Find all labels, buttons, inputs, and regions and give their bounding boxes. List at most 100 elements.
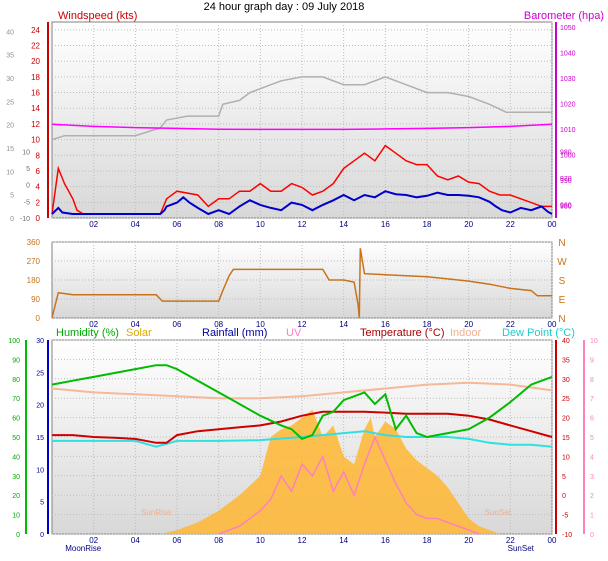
barometer-tick: 980 xyxy=(560,203,572,210)
x-tick-label: 02 xyxy=(89,536,98,545)
humidity-line xyxy=(51,364,553,441)
humidity-tick: 30 xyxy=(12,474,20,481)
uv-tick: 1 xyxy=(590,513,594,520)
x-tick-label: 20 xyxy=(464,220,473,229)
rain-tick: 0 xyxy=(40,532,44,539)
gust-scale-tick: 25 xyxy=(6,99,14,106)
temp-legend: Humidity (%) Solar Rainfall (mm) UV Temp… xyxy=(56,327,575,339)
temperature-tick: 15 xyxy=(562,435,570,442)
windspeed-tick: 12 xyxy=(31,120,40,129)
direction-tick: 0 xyxy=(36,314,41,323)
humidity-tick: 90 xyxy=(12,357,20,364)
x-tick-label: 14 xyxy=(339,220,348,229)
solar-area xyxy=(160,409,500,534)
gust-scale-tick: 20 xyxy=(6,123,14,130)
uv-tick: 8 xyxy=(590,377,594,384)
windspeed-tick: 18 xyxy=(31,73,40,82)
temp-overlay-tick: 10 xyxy=(22,149,30,156)
x-tick-label: 04 xyxy=(131,320,140,329)
moonrise-label: MoonRise xyxy=(65,544,102,553)
x-tick-label: 06 xyxy=(173,536,182,545)
barometer-tick: 990 xyxy=(560,178,572,185)
x-tick-label: 08 xyxy=(214,536,223,545)
uv-tick: 2 xyxy=(590,493,594,500)
x-tick-label: 18 xyxy=(423,220,432,229)
gust-scale-tick: 30 xyxy=(6,76,14,83)
indoor-temp-line xyxy=(51,381,553,400)
uv-tick: 4 xyxy=(590,454,594,461)
barometer-tick-low: 980 xyxy=(560,149,572,156)
compass-label: S xyxy=(559,276,566,287)
windspeed-tick: 8 xyxy=(36,151,41,160)
humidity-tick: 70 xyxy=(12,396,20,403)
direction-tick: 90 xyxy=(31,295,40,304)
rain-tick: 10 xyxy=(36,467,44,474)
graph-title: 24 hour graph day : 09 July 2018 xyxy=(204,1,365,13)
temperature-line xyxy=(52,410,553,444)
barometer-tick: 1000 xyxy=(560,152,576,159)
x-tick-label: 14 xyxy=(339,320,348,329)
x-tick-label: 20 xyxy=(464,536,473,545)
x-tick-label: 12 xyxy=(298,220,307,229)
x-tick-label: 10 xyxy=(256,536,265,545)
barometer-line xyxy=(51,123,553,131)
temp-overlay-tick: 5 xyxy=(26,166,30,173)
barometer-tick-low: 970 xyxy=(560,176,572,183)
compass-label: E xyxy=(559,295,566,306)
dewpoint-line xyxy=(52,430,553,448)
uv-tick: 5 xyxy=(590,435,594,442)
wind-direction-line xyxy=(51,248,552,319)
windspeed-tick: 6 xyxy=(36,167,41,176)
direction-tick: 180 xyxy=(27,276,41,285)
temperature-tick: 5 xyxy=(562,474,566,481)
humidity-tick: 60 xyxy=(12,416,20,423)
x-tick-label: 06 xyxy=(173,220,182,229)
windspeed-tick: 22 xyxy=(31,42,40,51)
compass-label: N xyxy=(558,314,565,325)
gust-scale-tick: 0 xyxy=(10,216,14,223)
sunset-axis-label: SunSet xyxy=(508,544,535,553)
temperature-tick: -5 xyxy=(562,513,568,520)
temperature-tick: 35 xyxy=(562,357,570,364)
legend-dewpoint: Dew Point (°C) xyxy=(502,327,575,339)
rain-tick: 5 xyxy=(40,500,44,507)
legend-indoor: Indoor xyxy=(450,327,482,339)
temp-overlay-tick: -5 xyxy=(24,199,30,206)
uv-tick: 6 xyxy=(590,416,594,423)
legend-humidity: Humidity (%) xyxy=(56,327,119,339)
windspeed-tick: 10 xyxy=(31,136,40,145)
x-tick-label: 16 xyxy=(381,536,390,545)
windspeed-tick: 14 xyxy=(31,104,40,113)
barometer-label: Barometer (hpa) xyxy=(524,10,604,22)
temperature-tick: 10 xyxy=(562,454,570,461)
barometer-tick: 1020 xyxy=(560,101,576,108)
temperature-tick: 30 xyxy=(562,377,570,384)
windspeed-tick: 4 xyxy=(36,183,41,192)
humidity-tick: 100 xyxy=(8,338,20,345)
x-tick-label: 20 xyxy=(464,320,473,329)
gust-scale-tick: 40 xyxy=(6,29,14,36)
uv-line xyxy=(218,435,480,535)
legend-uv: UV xyxy=(286,327,302,339)
temp-overlay-tick: 0 xyxy=(26,183,30,190)
x-tick-label: 12 xyxy=(298,536,307,545)
x-tick-label: 08 xyxy=(214,320,223,329)
temperature-tick: 25 xyxy=(562,396,570,403)
humidity-tick: 10 xyxy=(12,513,20,520)
windspeed-tick: 0 xyxy=(36,214,41,223)
compass-label: W xyxy=(557,257,567,268)
x-tick-label: 02 xyxy=(89,320,98,329)
uv-tick: 0 xyxy=(590,532,594,539)
x-tick-label: 18 xyxy=(423,320,432,329)
x-tick-label: 22 xyxy=(506,320,515,329)
x-tick-label: 18 xyxy=(423,536,432,545)
wind-avg-line xyxy=(51,76,552,141)
x-tick-label: 16 xyxy=(381,220,390,229)
temperature-tick: -10 xyxy=(562,532,572,539)
humidity-tick: 50 xyxy=(12,435,20,442)
legend-rainfall: Rainfall (mm) xyxy=(202,327,267,339)
wind-speed-line xyxy=(51,190,553,216)
x-tick-label: 06 xyxy=(173,320,182,329)
x-tick-label: 14 xyxy=(339,536,348,545)
direction-tick: 270 xyxy=(27,257,41,266)
